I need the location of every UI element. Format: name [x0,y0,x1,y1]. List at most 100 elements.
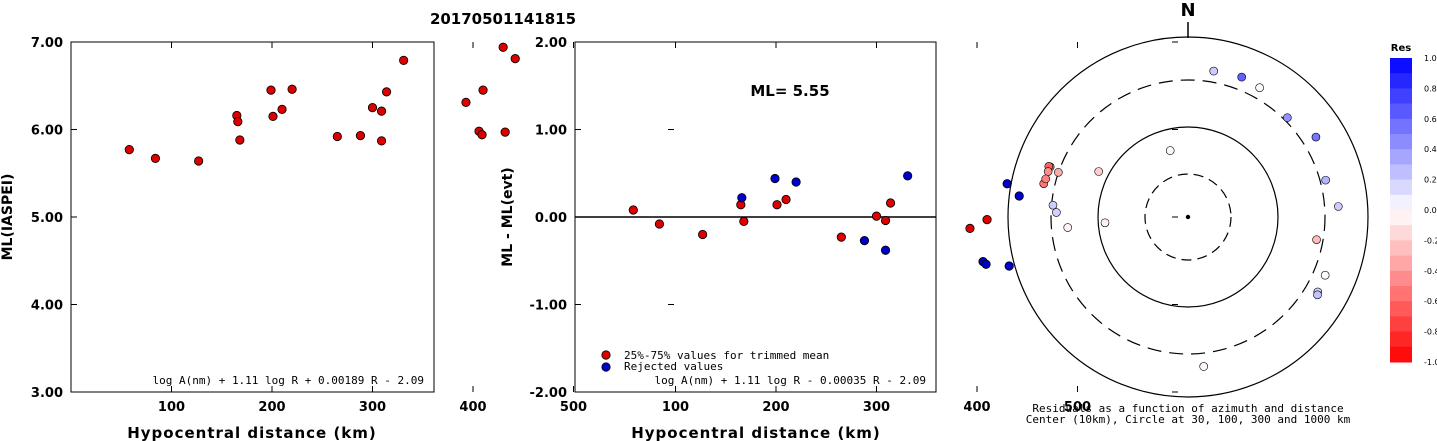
data-point [287,84,297,94]
panel-residual-vs-distance: 2.00 1.00 0.00 -1.00 -2.00 100 200 300 400 500 M… [500,36,1178,441]
colorbar-cell [1390,255,1412,272]
rejected-data-point [859,236,870,246]
station-residual-point [1054,168,1063,177]
colorbar-cell [1390,225,1412,241]
station-residual-point [1100,218,1110,228]
colorbar-tick-label: 0.4 [1424,145,1437,154]
data-point [500,127,510,137]
colorbar-cell [1390,240,1412,257]
colorbar-tick-label: 1.0 [1424,54,1437,63]
colorbar-cell [1390,134,1412,150]
data-point [880,215,891,226]
colorbar-tick-label: 0.6 [1424,115,1437,124]
data-point [367,103,378,113]
station-residual-point [1255,83,1264,93]
colorbar-cell [1390,316,1412,333]
data-point [461,97,471,107]
colorbar-tick-label: 0.0 [1424,206,1437,215]
data-point [124,145,134,155]
x-tick-label: 200 [258,400,285,415]
data-point [739,216,749,226]
station-residual-point [1094,167,1103,176]
x-tick-label: 500 [560,400,587,415]
colorbar-tick-label: -0.8 [1424,328,1437,337]
colorbar-cell [1390,301,1412,317]
colorbar-cell [1390,88,1412,105]
y-tick-label: 6.00 [31,124,63,139]
data-point [355,131,366,141]
station-residual-point [1048,200,1058,210]
y-tick-label: 1.00 [535,124,567,139]
panel-azimuth-map: N Residuals as a function of azimuth and… [1007,0,1369,426]
data-point [781,194,791,205]
station-residual-point [1311,132,1321,142]
data-point [510,54,520,64]
panel2-ml-annotation: ML= 5.55 [750,82,829,100]
panel2-ylabel: ML - ML(evt) [500,167,516,266]
station-residual-point [1312,235,1321,244]
station-residual-point [1283,113,1292,122]
x-tick-label: 400 [459,400,486,415]
legend-marker-rejected [601,362,611,372]
panel1-xlabel: Hypocentral distance (km) [127,424,377,441]
y-tick-label: 4.00 [31,299,63,314]
map-caption-line1: Residuals as a function of azimuth and d… [1032,402,1343,415]
ring-100km [1097,126,1279,308]
rejected-data-point [903,171,913,181]
colorbar-cell [1390,73,1412,89]
data-point [478,85,488,95]
rejected-data-point [1014,191,1024,201]
figure-title: 20170501141815 [430,10,576,28]
y-tick-label: -2.00 [530,386,567,401]
x-tick-label: 400 [963,400,990,415]
data-point [399,55,409,65]
data-point [376,106,387,116]
colorbar-tick-label: -0.6 [1424,297,1437,306]
data-point [376,136,387,146]
map-caption-line2: Center (10km), Circle at 30, 100, 300 an… [1026,413,1351,426]
legend-label-rejected: Rejected values [624,360,723,373]
colorbar-tick-label: -1.0 [1424,358,1437,367]
station-residual-point [1165,146,1175,155]
colorbar-cell [1390,346,1412,363]
data-point [836,232,846,242]
panel2-xlabel: Hypocentral distance (km) [631,424,881,441]
station-residual-point [1313,290,1322,300]
colorbar-cell [1390,118,1412,135]
colorbar-tick-label: -0.4 [1424,267,1437,276]
station-residual-point [1237,72,1247,82]
station-residual-point [1320,270,1330,280]
rejected-data-point [981,259,991,269]
station-residual-point [1321,175,1330,185]
colorbar-cell [1390,331,1412,348]
data-point [194,156,204,166]
data-point [885,198,896,208]
data-point [233,117,243,127]
legend-marker-accepted [601,350,611,360]
panel-ml-vs-distance: 7.00 6.00 5.00 4.00 3.00 100 200 300 400 500 ML(… [0,36,674,441]
rejected-data-point [791,177,801,187]
rejected-data-point [1004,261,1014,271]
ring-30km [1144,173,1232,261]
colorbar-cell [1390,286,1412,302]
colorbar-tick-label: 0.2 [1424,176,1437,185]
station-residual-point [1199,362,1209,371]
colorbar-cell [1390,149,1412,165]
rejected-data-point [770,173,780,184]
residual-colorbar: Res 1.0 0.8 0.6 0.4 0.2 0.0 -0.2 -0.4 -0.6 -0.8 -1… [1390,43,1437,367]
colorbar-title: Res [1391,43,1411,54]
colorbar-tick-label: -0.2 [1424,236,1437,245]
station-residual-point [1209,66,1219,76]
data-point [235,135,245,145]
panel1-formula: log A(nm) + 1.11 log R + 0.00189 R - 2.0… [152,374,424,387]
x-tick-label: 100 [158,400,185,415]
panel1-ylabel: ML(IASPEI) [0,174,16,261]
center-dot [1185,214,1191,220]
y-tick-label: 5.00 [31,211,63,226]
rejected-data-point [737,193,747,203]
panel2-formula: log A(nm) + 1.11 log R - 0.00035 R - 2.0… [654,374,926,387]
rejected-data-point [880,245,891,255]
y-tick-label: -1.00 [530,299,567,314]
panel1-frame [70,41,435,393]
colorbar-cell [1390,194,1412,211]
